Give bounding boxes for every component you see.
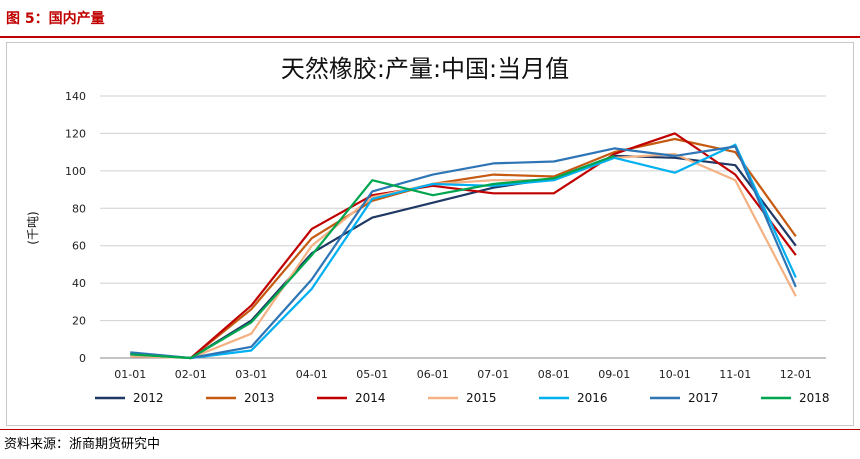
x-tick-label: 12-01 xyxy=(780,368,812,381)
y-tick-label: 40 xyxy=(72,277,86,290)
x-tick-label: 03-01 xyxy=(235,368,267,381)
y-tick-label: 80 xyxy=(72,202,86,215)
y-tick-label: 0 xyxy=(79,352,86,365)
y-axis-ticks: 0 20 40 60 80 100 120 140 xyxy=(65,90,86,365)
y-tick-label: 140 xyxy=(65,90,86,103)
series-lines xyxy=(130,132,797,360)
x-tick-label: 10-01 xyxy=(659,368,691,381)
series-line-2018 xyxy=(130,154,615,360)
x-tick-label: 02-01 xyxy=(175,368,207,381)
legend-label-2018: 2018 xyxy=(799,391,830,405)
series-line-2015 xyxy=(130,152,797,360)
figure-title: 图 5：国内产量 xyxy=(6,11,105,27)
y-tick-label: 100 xyxy=(65,165,86,178)
x-tick-label: 11-01 xyxy=(719,368,751,381)
x-tick-label: 04-01 xyxy=(296,368,328,381)
y-axis-label: (千吨) xyxy=(26,211,40,244)
legend-label-2017: 2017 xyxy=(688,391,719,405)
source-note: 资料来源：浙商期货研究中 xyxy=(4,437,161,452)
series-line-2016 xyxy=(130,143,797,360)
x-axis-ticks: 01-01 02-01 03-01 04-01 05-01 06-01 07-01 08-01… xyxy=(114,368,811,381)
chart-frame xyxy=(6,42,854,426)
x-tick-label: 09-01 xyxy=(598,368,630,381)
x-tick-label: 01-01 xyxy=(114,368,146,381)
legend-label-2016: 2016 xyxy=(577,391,608,405)
legend-label-2013: 2013 xyxy=(244,391,275,405)
y-tick-label: 120 xyxy=(65,127,86,140)
legend-label-2014: 2014 xyxy=(355,391,386,405)
grid-lines xyxy=(100,95,826,359)
y-tick-label: 20 xyxy=(72,315,86,328)
legend: 2012 2013 2014 2015 2016 2017 2018 xyxy=(95,391,830,405)
y-tick-label: 60 xyxy=(72,240,86,253)
legend-label-2015: 2015 xyxy=(466,391,497,405)
bottom-rule xyxy=(0,429,860,430)
x-tick-label: 07-01 xyxy=(477,368,509,381)
top-rule xyxy=(0,36,860,38)
chart-title: 天然橡胶:产量:中国:当月值 xyxy=(281,55,569,83)
x-tick-label: 08-01 xyxy=(538,368,570,381)
x-tick-label: 06-01 xyxy=(417,368,449,381)
x-tick-label: 05-01 xyxy=(356,368,388,381)
series-line-2017 xyxy=(130,145,797,360)
legend-label-2012: 2012 xyxy=(133,391,164,405)
